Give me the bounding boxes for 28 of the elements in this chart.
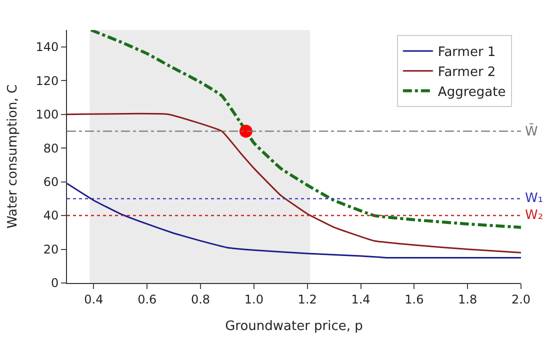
y-tick-label: 120 bbox=[36, 74, 59, 88]
ref-line-label: W̄ bbox=[525, 123, 538, 140]
line-series bbox=[67, 182, 521, 259]
line-series bbox=[67, 112, 521, 254]
y-tick-label: 80 bbox=[43, 141, 59, 156]
y-tick-label: 0 bbox=[50, 276, 59, 290]
x-tick-label: 0.4 bbox=[84, 292, 104, 306]
x-tick-label: 0.8 bbox=[190, 292, 210, 306]
x-tick-label: 1.6 bbox=[404, 292, 424, 306]
y-tick-label: 40 bbox=[43, 208, 59, 223]
y-axis-title: Water consumption, C bbox=[6, 84, 21, 229]
line-series bbox=[90, 30, 521, 229]
x-tick-label: 2.0 bbox=[511, 292, 531, 306]
x-tick-label: 1.2 bbox=[298, 292, 317, 306]
legend-label: Aggregate bbox=[438, 84, 506, 100]
y-tick-label: 20 bbox=[43, 242, 59, 256]
ref-line-label: W₂ bbox=[525, 208, 544, 223]
ref-line-label: W₁ bbox=[525, 191, 544, 206]
x-tick-label: 1.4 bbox=[351, 292, 370, 306]
x-axis-title: Groundwater price, p bbox=[225, 319, 363, 334]
y-tick-label: 140 bbox=[36, 40, 59, 54]
x-tick-label: 0.6 bbox=[138, 292, 157, 306]
legend-label: Farmer 1 bbox=[438, 45, 496, 60]
y-tick-label: 100 bbox=[36, 108, 59, 122]
legend-label: Farmer 2 bbox=[438, 64, 496, 80]
y-tick-label: 60 bbox=[43, 175, 59, 189]
x-tick-label: 1.8 bbox=[458, 292, 478, 306]
x-tick-label: 1.0 bbox=[244, 292, 264, 306]
